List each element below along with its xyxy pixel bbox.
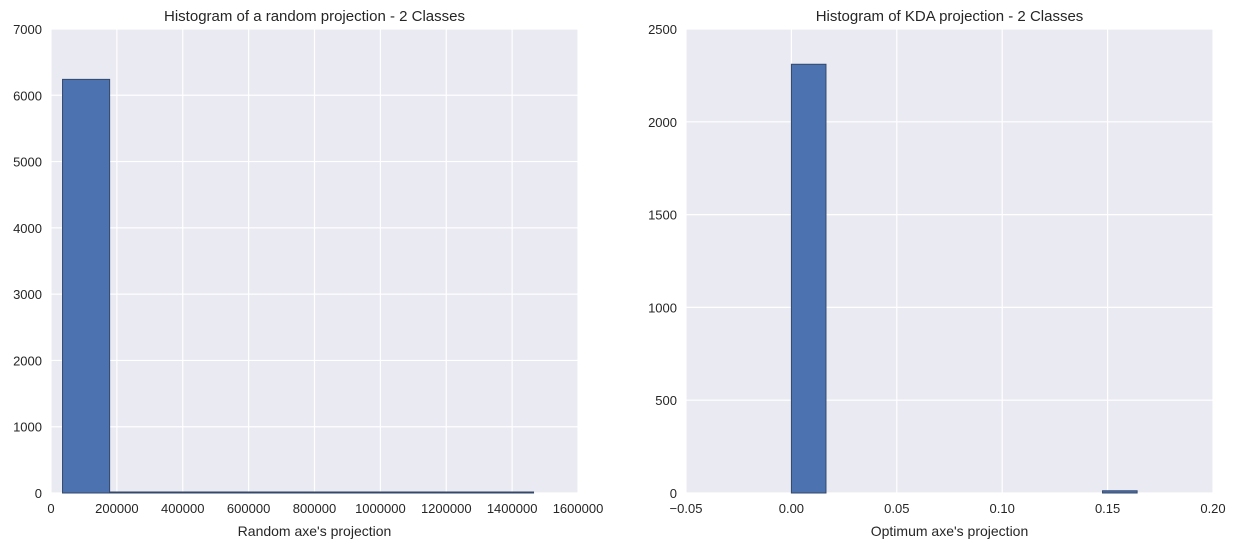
random-chart-title: Histogram of a random projection - 2 Cla… [164,8,465,25]
kda-x-tick-label: 0.00 [779,501,804,516]
random-y-tick-label: 0 [35,486,42,501]
kda-x-tick-label: 0.15 [1095,501,1120,516]
random-x-tick-label: 1600000 [553,501,604,516]
random-x-tick-label: 400000 [161,501,204,516]
random-y-tick-label: 3000 [13,287,42,302]
kda-x-tick-label: 0.10 [990,501,1015,516]
kda-y-tick-label: 2000 [648,115,677,130]
random-y-tick-label: 6000 [13,88,42,103]
random-histogram-bar [438,491,487,494]
random-x-tick-label: 800000 [293,501,336,516]
random-x-tick-label: 1400000 [487,501,538,516]
random-histogram-bar [203,491,252,494]
random-histogram-bar [297,491,346,494]
kda-y-tick-label: 1500 [648,208,677,223]
random-y-tick-label: 2000 [13,353,42,368]
kda-y-tick-label: 0 [670,486,677,501]
kda-y-tick-label: 2500 [648,22,677,37]
random-x-tick-label: 600000 [227,501,270,516]
random-histogram-bar [485,491,535,494]
kda-x-axis-label: Optimum axe's projection [871,523,1029,539]
random-x-tick-label: 200000 [95,501,138,516]
random-histogram-bar [156,491,205,494]
random-x-tick-label: 0 [47,501,54,516]
kda-chart-title: Histogram of KDA projection - 2 Classes [816,8,1084,25]
random-y-tick-label: 7000 [13,22,42,37]
random-histogram-bar [391,491,440,494]
random-x-tick-label: 1000000 [355,501,406,516]
random-x-tick-label: 1200000 [421,501,472,516]
kda-histogram-bar [790,63,827,494]
kda-y-tick-label: 500 [655,393,677,408]
random-y-tick-label: 5000 [13,155,42,170]
random-y-tick-label: 1000 [13,420,42,435]
random-histogram-bar [109,491,158,494]
random-histogram-bar [250,491,299,494]
random-y-tick-label: 4000 [13,221,42,236]
kda-x-tick-label: −0.05 [670,501,703,516]
random-histogram-bar [62,78,111,494]
kda-x-tick-label: 0.05 [884,501,909,516]
kda-histogram-panel: 0 500 1000 1500 2000 2500 −0.05 0.00 0.05 0.10 0.1… [648,8,1226,539]
kda-y-tick-label: 1000 [648,300,677,315]
random-x-axis-label: Random axe's projection [238,523,392,539]
random-histogram-panel: 0 1000 2000 3000 4000 5000 6000 7000 0 200000 4000… [13,8,603,539]
random-histogram-bar [344,491,393,494]
kda-plot-area [686,29,1213,493]
kda-histogram-bar [1102,490,1138,494]
kda-x-tick-label: 0.20 [1200,501,1225,516]
